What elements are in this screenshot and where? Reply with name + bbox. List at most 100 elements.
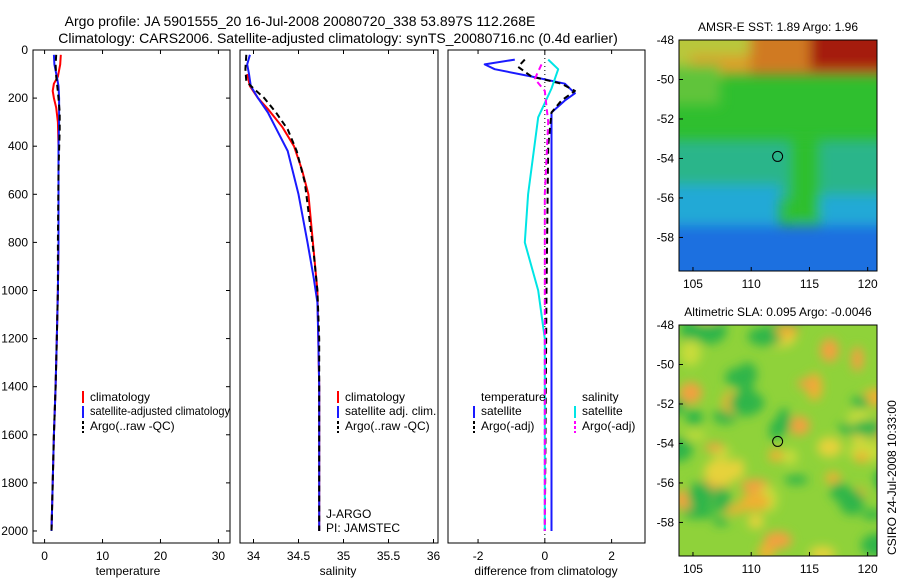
sla-texture-blob	[711, 486, 732, 513]
sla-texture-blob	[679, 398, 687, 414]
sla-texture-blob	[687, 481, 714, 509]
difference-series	[483, 58, 576, 532]
legend-header-salinity: salinity	[582, 390, 619, 404]
x-tick-label: 20	[154, 549, 168, 563]
y-tick-label: 400	[8, 139, 28, 153]
lat-tick-label: -52	[657, 112, 675, 126]
sla-texture-blob	[820, 338, 839, 362]
sla-texture-blob	[825, 471, 841, 485]
lat-tick-label: -56	[657, 476, 675, 490]
x-tick-label: 36	[427, 549, 441, 563]
sla-texture-blob	[704, 458, 738, 486]
sla-texture-blob	[768, 449, 784, 462]
sst-map-title: AMSR-E SST: 1.89 Argo: 1.96	[698, 20, 858, 34]
x-tick-label: 0	[541, 549, 548, 563]
x-tick-label: 34.5	[287, 549, 311, 563]
sla-texture-blob	[725, 367, 750, 388]
y-tick-label: 0	[21, 43, 28, 57]
x-tick-label: 35.5	[377, 549, 401, 563]
series-line-argo-raw-qc-	[50, 54, 61, 532]
sla-texture-blob	[851, 419, 877, 437]
sla-texture-blob	[775, 325, 799, 337]
y-tick-label: 1000	[1, 283, 28, 297]
sla-texture-blob	[747, 327, 783, 346]
sla-texture-blob	[728, 390, 765, 416]
difference-legend: temperature satellite Argo(-adj) salinit…	[473, 390, 635, 433]
temperature-legend: climatology satellite-adjusted climatolo…	[82, 390, 230, 433]
legend-label-temp-argo: Argo(-adj)	[481, 419, 534, 433]
legend-header-temperature: temperature	[481, 390, 546, 404]
sla-texture-blob	[680, 339, 701, 366]
sla-map-title: Altimetric SLA: 0.095 Argo: -0.0046	[684, 305, 872, 319]
temperature-series	[50, 54, 62, 532]
temperature-panel: 0 200 400 600 800 1000 1200 1400 1600 1800 2000 0 1…	[1, 43, 231, 578]
sla-texture-blob	[712, 517, 729, 526]
sla-texture-blob	[797, 378, 818, 389]
sst-map-panel: AMSR-E SST: 1.89 Argo: 1.96 105 110 115 120…	[657, 20, 878, 291]
sla-texture-blob	[784, 475, 809, 485]
sla-texture-blob	[874, 471, 877, 488]
sla-map-panel: Altimetric SLA: 0.095 Argo: -0.0046 105 1…	[657, 305, 878, 576]
series-line-satellite-adj-clim-	[246, 54, 321, 531]
temperature-axes-frame	[32, 49, 231, 544]
sla-texture-blob	[679, 382, 702, 404]
series-line-argo-raw-qc-	[244, 54, 321, 531]
salinity-axes-frame	[239, 49, 439, 544]
x-tick-label: 2	[608, 549, 615, 563]
sla-texture-blob	[851, 346, 864, 372]
legend-label-satellite-adjusted: satellite-adjusted climatology	[90, 404, 230, 418]
sla-axes-frame	[678, 324, 878, 557]
sla-argo-location-marker	[772, 435, 784, 447]
temperature-x-ticks: 0 10 20 30	[41, 50, 225, 563]
lat-tick-label: -58	[657, 515, 675, 529]
lat-tick-label: -50	[657, 72, 675, 86]
salinity-legend: climatology satellite adj. clim. Argo(..…	[337, 390, 436, 433]
x-tick-label: 0	[41, 549, 48, 563]
lat-tick-label: -54	[657, 151, 675, 165]
lat-tick-label: -48	[657, 318, 675, 332]
lat-tick-label: -48	[657, 33, 675, 47]
x-tick-label: -2	[473, 549, 484, 563]
sla-texture-blob	[839, 488, 865, 516]
legend-label-satellite-adj: satellite adj. clim.	[345, 404, 436, 418]
lon-tick-label: 120	[858, 277, 878, 291]
sla-texture-blob	[681, 505, 716, 519]
lat-tick-label: -52	[657, 397, 675, 411]
sla-texture-blob	[684, 431, 707, 440]
legend-label-climatology: climatology	[345, 390, 405, 404]
series-line-temperature-argo-adj-	[517, 58, 576, 532]
legend-label-sal-argo: Argo(-adj)	[582, 419, 635, 433]
side-caption: CSIRO 24-Jul-2008 10:33:00	[885, 400, 899, 555]
sst-axes-frame	[678, 39, 878, 272]
y-tick-label: 200	[8, 91, 28, 105]
x-tick-label: 34	[247, 549, 261, 563]
figure-title-line1: Argo profile: JA 5901555_20 16-Jul-2008 …	[65, 13, 536, 29]
sst-argo-location-marker	[772, 150, 784, 162]
lat-tick-label: -56	[657, 191, 675, 205]
series-line-salinity-satellite	[523, 58, 560, 531]
y-tick-label: 800	[8, 235, 28, 249]
sla-heatmap	[679, 325, 877, 556]
legend-label-climatology: climatology	[90, 390, 150, 404]
sla-texture-blob	[763, 531, 792, 549]
series-line-temperature-satellite	[483, 58, 576, 531]
sla-texture-blob	[854, 451, 869, 463]
difference-panel: -2 0 2 difference from climatology tempera…	[447, 49, 646, 578]
sst-heatmap	[679, 40, 877, 271]
salinity-series	[244, 54, 321, 531]
sla-texture-blob	[681, 327, 698, 342]
legend-label-argo: Argo(..raw -QC)	[90, 419, 175, 433]
difference-axes-frame	[447, 49, 646, 544]
lon-tick-label: 120	[858, 562, 878, 576]
sla-texture-blob	[861, 509, 877, 520]
lon-tick-label: 115	[800, 562, 819, 576]
sla-axis-ticks: 105 110 115 120 -48 -50 -52 -54 -56 -58	[657, 318, 878, 576]
sla-texture-blob	[782, 449, 798, 465]
legend-label-argo: Argo(..raw -QC)	[345, 419, 430, 433]
lon-tick-label: 115	[800, 277, 819, 291]
temperature-y-ticks: 0 200 400 600 800 1000 1200 1400 1600 1800 2000	[1, 43, 230, 538]
y-tick-label: 2000	[1, 524, 28, 538]
y-tick-label: 1800	[1, 476, 28, 490]
x-tick-label: 30	[212, 549, 226, 563]
